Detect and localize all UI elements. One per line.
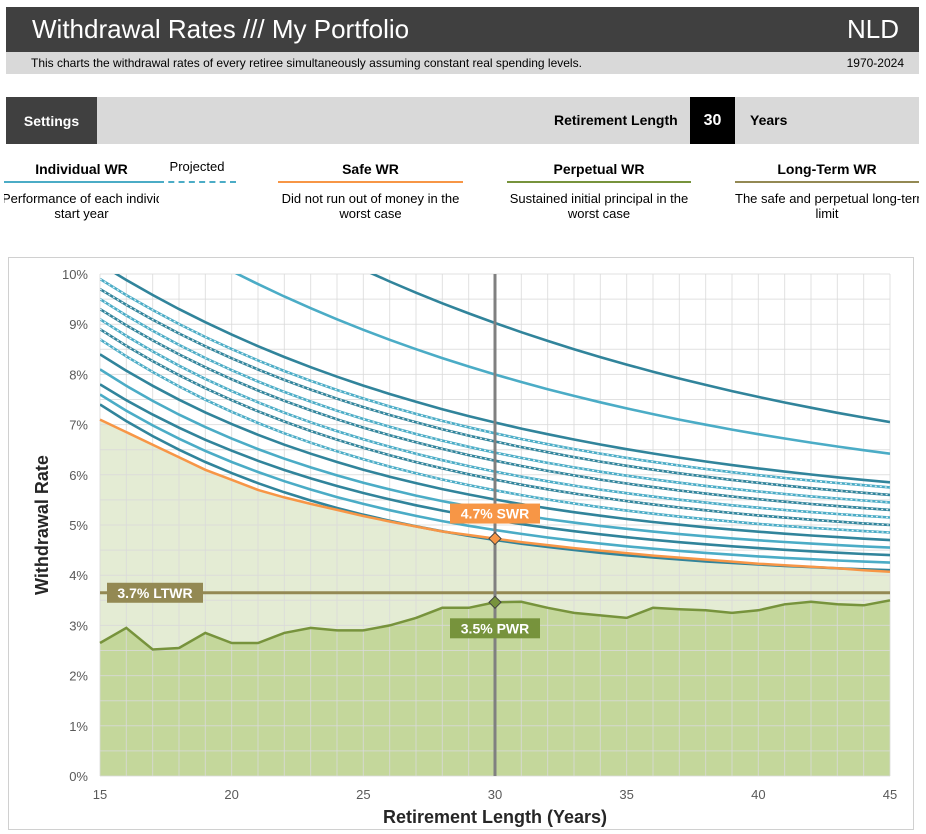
title-bar: Withdrawal Rates /// My Portfolio NLD xyxy=(6,7,919,52)
pwr-marker xyxy=(488,595,502,610)
y-tick-label: 6% xyxy=(69,468,88,483)
y-tick-label: 7% xyxy=(69,418,88,433)
legend-projected-line xyxy=(158,181,236,183)
settings-button[interactable]: Settings xyxy=(6,97,97,144)
date-range: 1970-2024 xyxy=(846,56,904,70)
legend-individual-desc: Performance of each individual retiremen… xyxy=(4,191,159,221)
legend-longterm: Long-Term WR The safe and perpetual long… xyxy=(735,160,919,230)
settings-bar: Settings Retirement Length 30 Years xyxy=(6,97,919,144)
swr-marker xyxy=(488,531,502,546)
legend-individual: Individual WR Performance of each indivi… xyxy=(4,160,159,230)
page-description: This charts the withdrawal rates of ever… xyxy=(31,56,582,70)
y-tick-label: 3% xyxy=(69,618,88,633)
legend-projected-title: Projected xyxy=(169,159,225,174)
legend-perpetual-title: Perpetual WR xyxy=(553,161,645,177)
pwr-label: 3.5% PWR xyxy=(450,618,540,639)
x-tick-label: 25 xyxy=(356,787,370,802)
ltwr-label-text: 3.7% LTWR xyxy=(117,585,192,601)
legend-projected: Projected xyxy=(158,159,236,230)
legend-perpetual-line xyxy=(507,181,691,183)
legend-safe-desc: Did not run out of money in the worst ca… xyxy=(281,191,460,221)
legend-perpetual: Perpetual WR Sustained initial principal… xyxy=(507,160,691,230)
legend-perpetual-desc: Sustained initial principal in the worst… xyxy=(509,191,689,221)
y-tick-label: 9% xyxy=(69,317,88,332)
swr-label: 4.7% SWR xyxy=(450,503,540,524)
pwr-label-bg xyxy=(450,618,540,639)
x-tick-label: 45 xyxy=(883,787,897,802)
legend-safe-title: Safe WR xyxy=(342,161,399,177)
y-axis-label: Withdrawal Rate xyxy=(32,455,52,595)
legend-longterm-title: Long-Term WR xyxy=(777,161,877,177)
legend-longterm-line xyxy=(735,181,919,183)
x-tick-label: 20 xyxy=(224,787,238,802)
x-tick-label: 35 xyxy=(619,787,633,802)
chart-frame: 0% 1% 2% 3% 4% 5% 6% 7% 8% 9% 10% 15 20 25 30 35 40 45 Ret… xyxy=(8,257,914,830)
country-code: NLD xyxy=(846,14,899,44)
subtitle-bar: This charts the withdrawal rates of ever… xyxy=(6,52,919,74)
retirement-length-input[interactable]: 30 xyxy=(690,97,735,144)
legend-individual-title: Individual WR xyxy=(35,161,128,177)
legend-longterm-desc: The safe and perpetual long-term limit xyxy=(735,191,919,221)
y-tick-label: 8% xyxy=(69,367,88,382)
x-tick-label: 15 xyxy=(93,787,107,802)
x-tick-label: 30 xyxy=(488,787,502,802)
ltwr-label: 3.7% LTWR xyxy=(107,582,203,603)
withdrawal-rate-chart: 0% 1% 2% 3% 4% 5% 6% 7% 8% 9% 10% 15 20 25 30 35 40 45 Ret… xyxy=(32,267,897,827)
y-tick-label: 4% xyxy=(69,568,88,583)
legend-safe: Safe WR Did not run out of money in the … xyxy=(278,160,463,230)
legend-individual-line xyxy=(4,181,159,183)
ltwr-label-bg xyxy=(107,582,203,603)
swr-label-bg xyxy=(450,503,540,524)
swr-label-text: 4.7% SWR xyxy=(461,506,529,522)
retirement-length-label: Retirement Length xyxy=(554,112,678,128)
y-tick-label: 10% xyxy=(62,267,88,282)
y-tick-label: 1% xyxy=(69,719,88,734)
page-title: Withdrawal Rates /// My Portfolio xyxy=(32,14,410,44)
retirement-length-unit: Years xyxy=(750,112,788,128)
y-tick-label: 2% xyxy=(69,669,88,684)
y-tick-label: 0% xyxy=(69,769,88,784)
x-axis-label: Retirement Length (Years) xyxy=(383,807,607,827)
pwr-label-text: 3.5% PWR xyxy=(461,620,529,636)
legend-safe-line xyxy=(278,181,463,183)
y-tick-label: 5% xyxy=(69,518,88,533)
x-tick-label: 40 xyxy=(751,787,765,802)
